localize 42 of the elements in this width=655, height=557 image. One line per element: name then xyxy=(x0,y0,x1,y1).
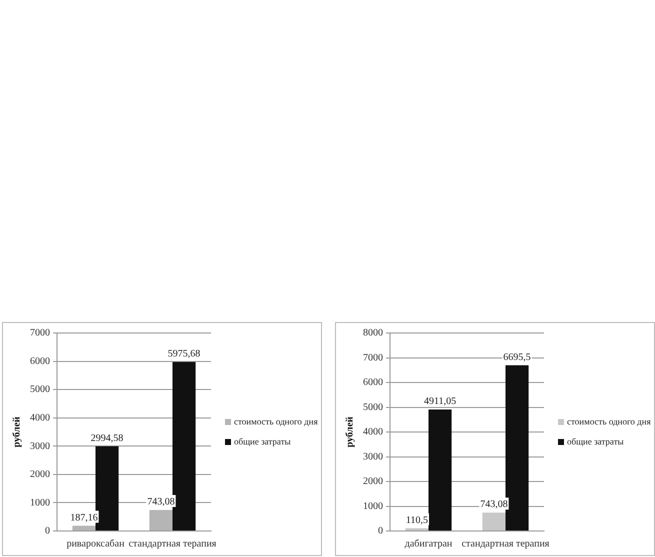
data-label: 743,08 xyxy=(147,496,175,508)
data-label: 187,16 xyxy=(70,512,98,524)
y-axis-title: рублей xyxy=(344,416,356,448)
y-tick-label: 0 xyxy=(45,526,50,537)
bar xyxy=(96,446,119,530)
data-label: 5975,68 xyxy=(168,348,200,360)
y-tick-label: 4000 xyxy=(363,426,383,438)
y-tick-label: 3000 xyxy=(363,451,383,462)
y-tick-label: 5000 xyxy=(30,384,50,396)
y-tick-label: 3000 xyxy=(30,440,50,452)
y-axis-title: рублей xyxy=(12,416,23,448)
data-label: 2994,58 xyxy=(90,432,124,444)
y-tick-label: 1000 xyxy=(363,500,383,512)
y-tick-label: 8000 xyxy=(363,328,383,339)
y-tick-label: 2000 xyxy=(363,476,383,488)
y-tick-label: 4000 xyxy=(30,412,50,424)
y-tick-label: 6000 xyxy=(363,377,383,388)
legend-label: стоимость одного дня xyxy=(567,416,651,426)
data-label: 4911,05 xyxy=(424,396,456,408)
legend-label: общие затраты xyxy=(567,436,624,446)
x-tick-label: стандартная терапия xyxy=(128,538,217,550)
y-tick-label: 5000 xyxy=(363,402,383,413)
y-tick-label: 7000 xyxy=(30,328,50,339)
bar xyxy=(482,512,506,530)
y-tick-label: 0 xyxy=(378,526,383,537)
y-tick-label: 1000 xyxy=(30,497,50,508)
bar xyxy=(172,362,196,530)
x-tick-label: ривароксабан xyxy=(66,538,126,550)
bar xyxy=(506,365,529,530)
y-tick-label: 7000 xyxy=(363,352,383,364)
data-label: 110,5 xyxy=(406,514,428,526)
x-tick-label: дабигатран xyxy=(404,538,453,550)
legend-label: общие затраты xyxy=(234,436,291,446)
bar xyxy=(149,510,172,530)
legend-label: стоимость одного дня xyxy=(234,416,318,426)
data-label: 743,08 xyxy=(480,499,508,510)
bar xyxy=(428,409,452,530)
x-tick-label: стандартная терапия xyxy=(462,538,550,550)
data-label: 6695,5 xyxy=(503,352,531,363)
y-tick-label: 2000 xyxy=(30,469,50,480)
bar xyxy=(72,526,96,530)
y-tick-label: 6000 xyxy=(30,356,50,367)
